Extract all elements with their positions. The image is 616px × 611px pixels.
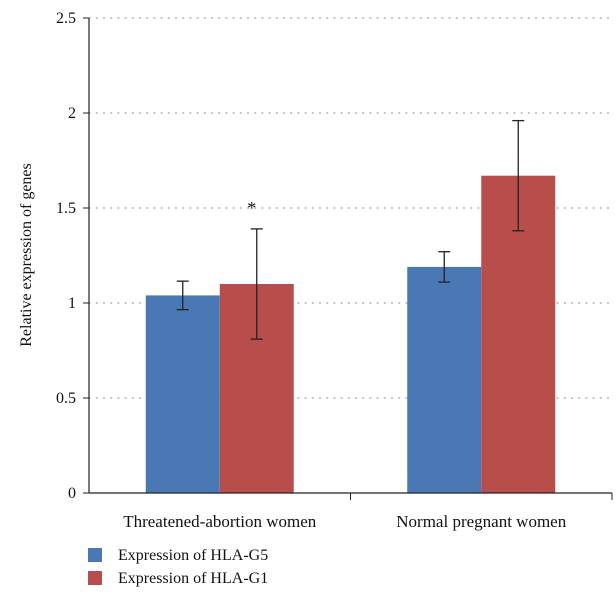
- y-tick-label: 1.5: [56, 200, 76, 217]
- y-tick-labels: 0 0.5 1 1.5 2 2.5: [56, 10, 76, 502]
- y-tick-label: 2: [68, 105, 76, 122]
- y-tick-label: 1: [68, 295, 76, 312]
- legend-swatch: [88, 571, 102, 585]
- legend: Expression of HLA-G5 Expression of HLA-G1: [88, 547, 268, 587]
- y-axis-title: Relative expression of genes: [18, 163, 35, 347]
- legend-label: Expression of HLA-G5: [118, 547, 268, 564]
- x-category-label: Normal pregnant women: [396, 512, 566, 531]
- y-tick-label: 2.5: [56, 10, 76, 27]
- axes: [83, 17, 613, 500]
- error-bars: [176, 119, 525, 340]
- x-category-label: Threatened-abortion women: [123, 512, 317, 531]
- significance-marker: *: [247, 198, 256, 218]
- x-category-labels: Threatened-abortion women Normal pregnant…: [123, 512, 567, 531]
- legend-swatch: [88, 548, 102, 562]
- annotations: *: [247, 198, 256, 218]
- y-tick-label: 0: [68, 485, 76, 502]
- legend-label: Expression of HLA-G1: [118, 570, 268, 587]
- bars: [145, 175, 556, 493]
- y-tick-label: 0.5: [56, 390, 76, 407]
- bar-hla-g5-threatened: [145, 295, 220, 493]
- bar-hla-g5-normal: [407, 266, 482, 493]
